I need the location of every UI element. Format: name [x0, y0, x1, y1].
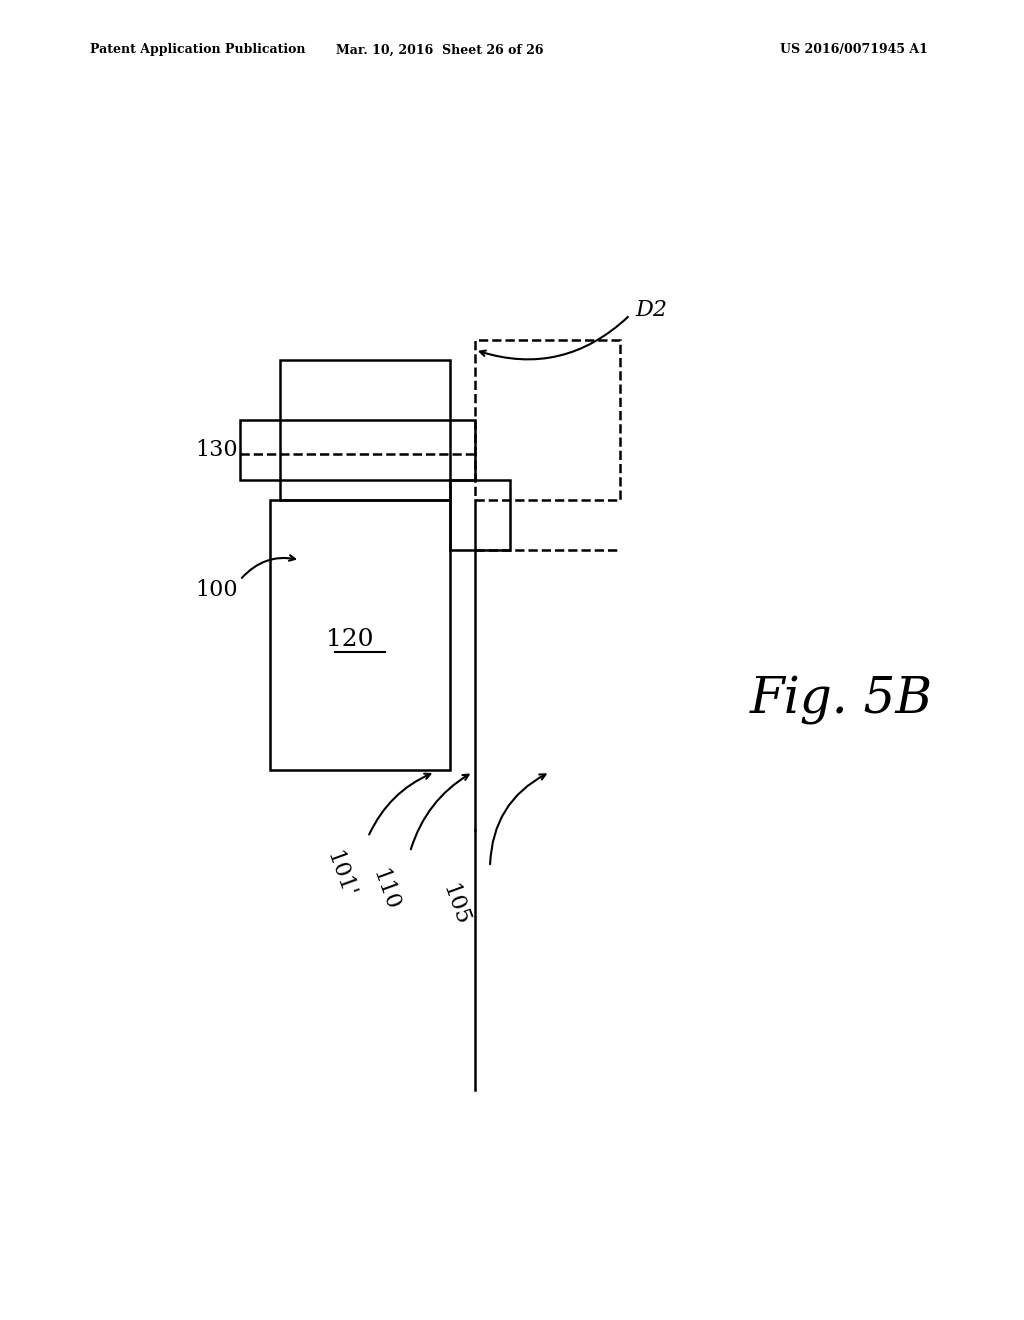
Text: 110: 110 [368, 866, 402, 913]
Text: Mar. 10, 2016  Sheet 26 of 26: Mar. 10, 2016 Sheet 26 of 26 [336, 44, 544, 57]
Text: 130: 130 [195, 440, 238, 461]
Text: 100: 100 [195, 579, 238, 601]
Text: Fig. 5B: Fig. 5B [750, 676, 933, 725]
Text: 120: 120 [327, 628, 374, 652]
Text: US 2016/0071945 A1: US 2016/0071945 A1 [780, 44, 928, 57]
Text: 101': 101' [322, 849, 358, 902]
Text: D2: D2 [635, 300, 667, 321]
Text: 105: 105 [437, 882, 473, 929]
Text: Patent Application Publication: Patent Application Publication [90, 44, 305, 57]
